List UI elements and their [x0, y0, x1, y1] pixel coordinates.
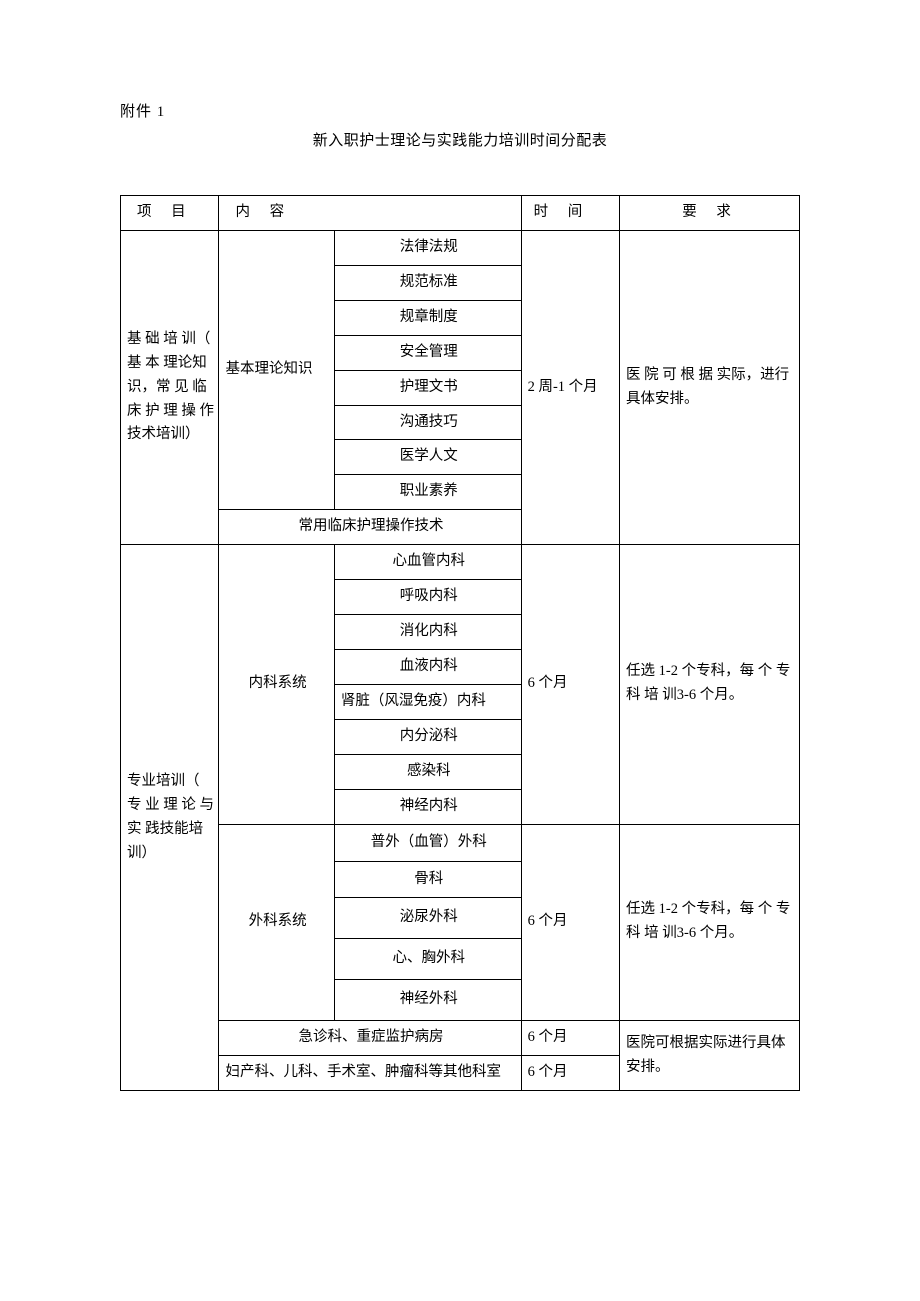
basic-topic: 安全管理 — [334, 335, 521, 370]
other-require: 医院可根据实际进行具体安排。 — [620, 1021, 800, 1091]
header-time: 时 间 — [521, 196, 619, 231]
basic-require: 医 院 可 根 据 实际，进行具体安排。 — [620, 230, 800, 544]
surgical-item: 神经外科 — [334, 980, 521, 1021]
surgical-label: 外科系统 — [219, 824, 334, 1021]
emergency-time: 6 个月 — [521, 1021, 619, 1056]
internal-require: 任选 1-2 个专科，每 个 专 科 培 训3-6 个月。 — [620, 545, 800, 824]
page-title: 新入职护士理论与实践能力培训时间分配表 — [120, 129, 800, 150]
basic-topic: 沟通技巧 — [334, 405, 521, 440]
internal-item: 神经内科 — [334, 789, 521, 824]
emergency-label: 急诊科、重症监护病房 — [219, 1021, 521, 1056]
attachment-label: 附件 1 — [120, 100, 800, 121]
basic-topic: 职业素养 — [334, 475, 521, 510]
header-require: 要 求 — [620, 196, 800, 231]
basic-topic: 医学人文 — [334, 440, 521, 475]
surgical-time: 6 个月 — [521, 824, 619, 1021]
other-time: 6 个月 — [521, 1056, 619, 1091]
surgical-item: 泌尿外科 — [334, 898, 521, 939]
table-header-row: 项 目 内 容 时 间 要 求 — [121, 196, 800, 231]
basic-topic: 规范标准 — [334, 265, 521, 300]
surgical-require: 任选 1-2 个专科，每 个 专 科 培 训3-6 个月。 — [620, 824, 800, 1021]
internal-time: 6 个月 — [521, 545, 619, 824]
internal-item: 呼吸内科 — [334, 580, 521, 615]
table-row: 外科系统 普外（血管）外科 6 个月 任选 1-2 个专科，每 个 专 科 培 … — [121, 824, 800, 861]
basic-project-cell: 基 础 培 训（ 基 本 理论知识，常 见 临 床 护 理 操 作 技术培训） — [121, 230, 219, 544]
surgical-item: 骨科 — [334, 861, 521, 898]
basic-topic: 规章制度 — [334, 300, 521, 335]
internal-item: 血液内科 — [334, 649, 521, 684]
header-content: 内 容 — [219, 196, 521, 231]
clinical-ops: 常用临床护理操作技术 — [219, 510, 521, 545]
training-table: 项 目 内 容 时 间 要 求 基 础 培 训（ 基 本 理论知识，常 见 临 … — [120, 195, 800, 1091]
internal-label: 内科系统 — [219, 545, 334, 824]
basic-time: 2 周-1 个月 — [521, 230, 619, 544]
basic-topic: 护理文书 — [334, 370, 521, 405]
pro-project-cell: 专业培训（ 专 业 理 论 与 实 践技能培训） — [121, 545, 219, 1091]
internal-item: 感染科 — [334, 754, 521, 789]
internal-item: 肾脏（风湿免疫）内科 — [334, 684, 521, 719]
internal-item: 心血管内科 — [334, 545, 521, 580]
table-row: 专业培训（ 专 业 理 论 与 实 践技能培训） 内科系统 心血管内科 6 个月… — [121, 545, 800, 580]
table-row: 急诊科、重症监护病房 6 个月 医院可根据实际进行具体安排。 — [121, 1021, 800, 1056]
surgical-item: 普外（血管）外科 — [334, 824, 521, 861]
basic-content-label: 基本理论知识 — [219, 230, 334, 509]
basic-topic: 法律法规 — [334, 230, 521, 265]
table-row: 基 础 培 训（ 基 本 理论知识，常 见 临 床 护 理 操 作 技术培训） … — [121, 230, 800, 265]
surgical-item: 心、胸外科 — [334, 939, 521, 980]
header-project: 项 目 — [121, 196, 219, 231]
internal-item: 消化内科 — [334, 615, 521, 650]
internal-item: 内分泌科 — [334, 719, 521, 754]
other-label: 妇产科、儿科、手术室、肿瘤科等其他科室 — [219, 1056, 521, 1091]
